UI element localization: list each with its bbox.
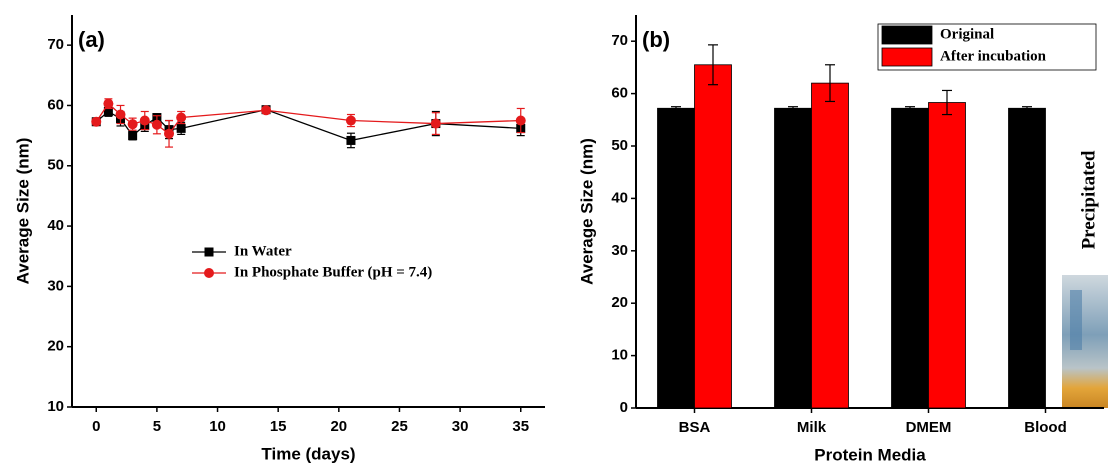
bar <box>774 107 812 409</box>
marker <box>515 115 526 126</box>
bar <box>694 64 732 409</box>
x-tick-label: Milk <box>797 419 827 436</box>
vial-photo <box>1062 275 1108 408</box>
legend-label: In Water <box>234 243 292 259</box>
marker <box>103 106 113 116</box>
y-axis-label: Average Size (nm) <box>13 138 32 285</box>
x-tick-label: 30 <box>452 418 469 435</box>
legend-label: Original <box>940 26 994 42</box>
x-tick-label: 0 <box>92 418 100 435</box>
marker <box>151 119 162 130</box>
x-axis-label: Time (days) <box>261 444 355 463</box>
panel-label: (a) <box>78 27 105 52</box>
y-tick-label: 30 <box>47 277 64 294</box>
y-axis-label: Average Size (nm) <box>577 138 596 285</box>
y-tick-label: 40 <box>47 217 64 234</box>
marker <box>176 112 187 123</box>
legend-label: In Phosphate Buffer (pH = 7.4) <box>234 264 432 280</box>
bar <box>811 82 849 409</box>
x-tick-label: Blood <box>1024 419 1067 436</box>
annotation: Precipitated <box>1078 150 1099 249</box>
y-tick-label: 40 <box>611 189 628 206</box>
y-tick-label: 50 <box>611 137 628 154</box>
bar <box>928 102 966 409</box>
panel-label: (b) <box>642 27 670 52</box>
y-tick-label: 10 <box>47 398 64 415</box>
y-tick-label: 20 <box>611 294 628 311</box>
x-tick-label: DMEM <box>906 419 952 436</box>
x-tick-label: 20 <box>330 418 347 435</box>
y-tick-label: 10 <box>611 347 628 364</box>
marker <box>91 116 102 127</box>
marker <box>164 128 175 139</box>
marker <box>346 135 356 145</box>
marker <box>261 105 272 116</box>
x-tick-label: 25 <box>391 418 408 435</box>
marker <box>103 98 114 109</box>
bar <box>891 107 929 409</box>
legend-swatch <box>881 25 933 45</box>
marker <box>430 118 441 129</box>
bar <box>657 107 695 409</box>
legend-label: After incubation <box>940 48 1047 64</box>
legend-marker <box>204 247 214 257</box>
legend-marker <box>204 268 214 278</box>
bar <box>1008 107 1046 409</box>
x-tick-label: BSA <box>679 419 711 436</box>
x-tick-label: 10 <box>209 418 226 435</box>
x-tick-label: 5 <box>153 418 161 435</box>
y-tick-label: 70 <box>611 32 628 49</box>
marker <box>345 115 356 126</box>
y-tick-label: 50 <box>47 157 64 174</box>
y-tick-label: 60 <box>611 85 628 102</box>
marker <box>139 115 150 126</box>
marker <box>176 123 186 133</box>
x-tick-label: 15 <box>270 418 287 435</box>
y-tick-label: 60 <box>47 96 64 113</box>
x-axis-label: Protein Media <box>814 445 926 464</box>
y-tick-label: 20 <box>47 338 64 355</box>
y-tick-label: 70 <box>47 36 64 53</box>
marker <box>127 119 138 130</box>
y-tick-label: 30 <box>611 242 628 259</box>
x-tick-label: 35 <box>512 418 529 435</box>
legend-swatch <box>881 47 933 67</box>
marker <box>128 131 138 141</box>
marker <box>115 109 126 120</box>
y-tick-label: 0 <box>620 399 628 416</box>
